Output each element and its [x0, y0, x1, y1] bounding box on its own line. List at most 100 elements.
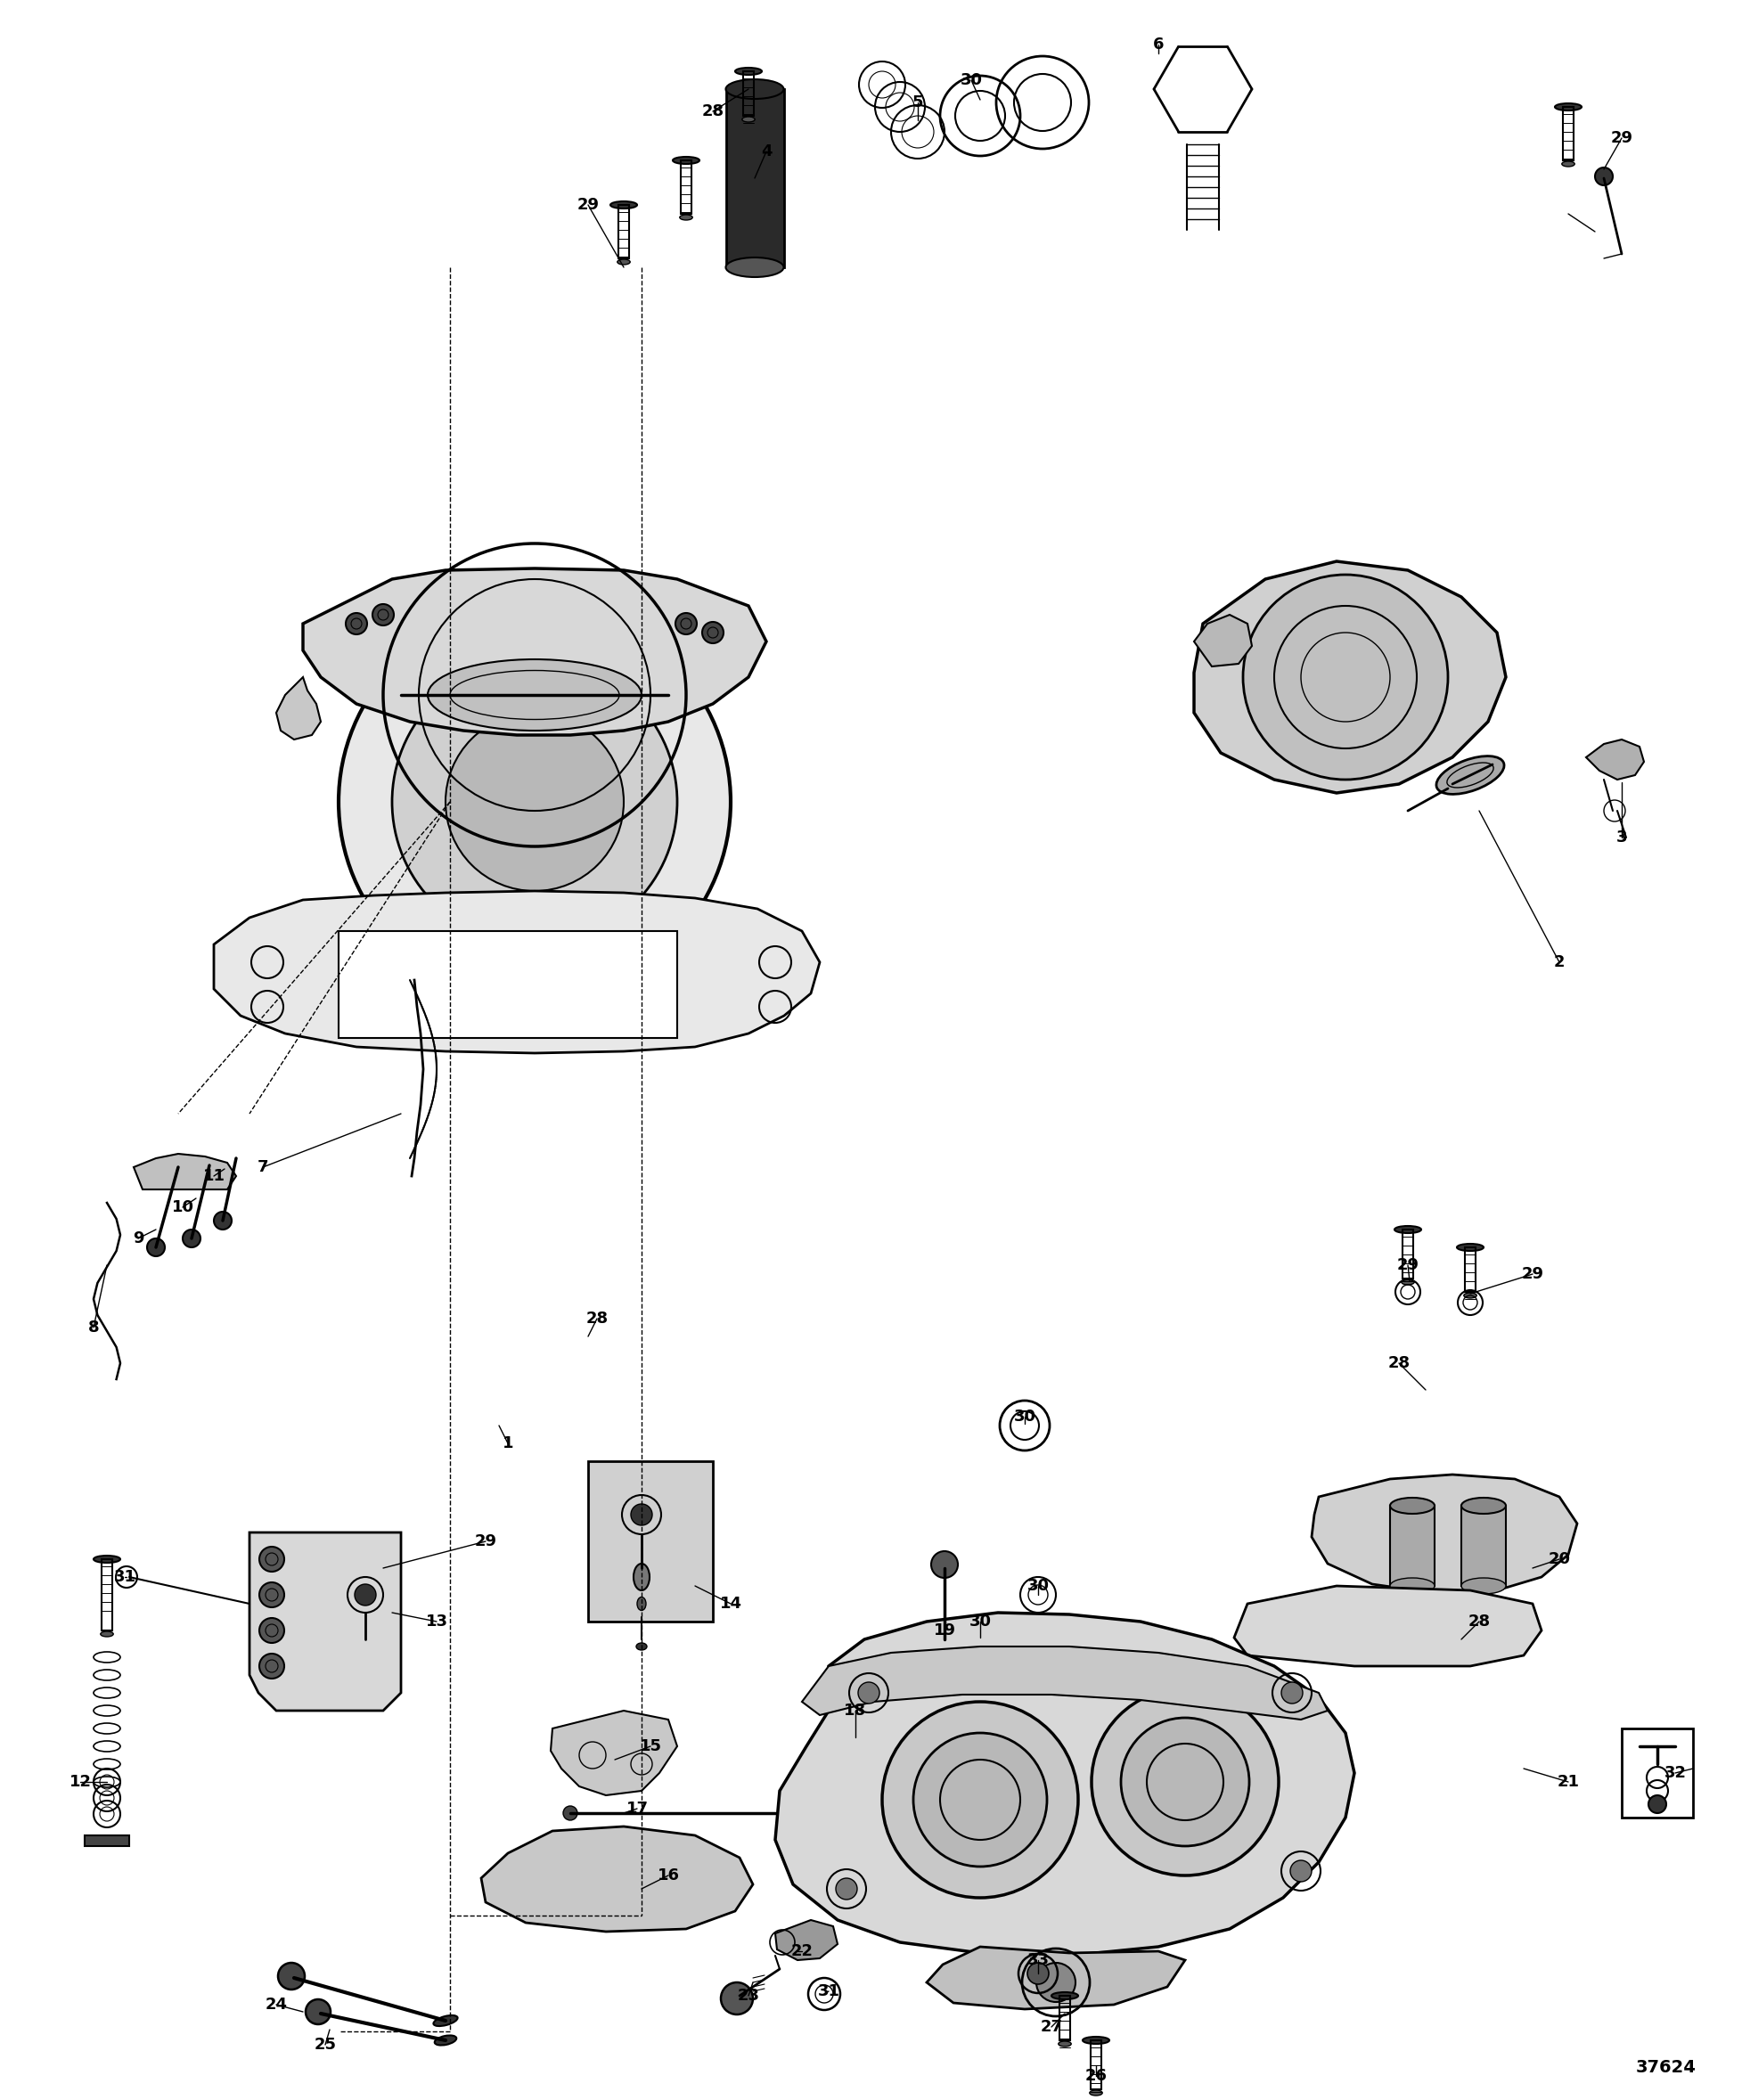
Bar — [1622, 1728, 1693, 1819]
Bar — [726, 88, 784, 267]
Circle shape — [345, 613, 368, 634]
Circle shape — [676, 613, 697, 634]
Text: 3: 3 — [1617, 830, 1627, 846]
Polygon shape — [550, 1712, 678, 1796]
Bar — [1402, 1228, 1413, 1279]
Circle shape — [1028, 1964, 1049, 1984]
Ellipse shape — [726, 258, 784, 277]
Bar — [744, 71, 754, 116]
Circle shape — [702, 622, 723, 643]
Text: 28: 28 — [1388, 1355, 1409, 1371]
Text: 24: 24 — [265, 1997, 287, 2012]
Ellipse shape — [1082, 2037, 1110, 2043]
Bar — [101, 1558, 111, 1630]
Circle shape — [392, 659, 678, 945]
Circle shape — [721, 1982, 753, 2014]
Text: 25: 25 — [314, 2037, 336, 2054]
Text: 5: 5 — [913, 94, 923, 111]
Polygon shape — [134, 1153, 237, 1189]
Polygon shape — [1585, 739, 1644, 779]
Polygon shape — [775, 1919, 838, 1959]
Polygon shape — [481, 1827, 753, 1932]
Bar — [618, 206, 629, 258]
Circle shape — [1036, 1964, 1075, 2001]
Text: 9: 9 — [132, 1231, 143, 1247]
Text: 6: 6 — [1153, 36, 1164, 53]
Text: 29: 29 — [577, 197, 599, 212]
Circle shape — [214, 1212, 232, 1228]
Bar — [1465, 1247, 1475, 1292]
Circle shape — [260, 1653, 284, 1678]
Text: 37624: 37624 — [1636, 2058, 1697, 2075]
Text: 29: 29 — [474, 1533, 496, 1550]
Polygon shape — [1233, 1586, 1542, 1665]
Text: 26: 26 — [1085, 2068, 1108, 2083]
Ellipse shape — [1402, 1279, 1415, 1285]
Circle shape — [859, 1682, 880, 1703]
Ellipse shape — [1437, 756, 1503, 794]
Circle shape — [260, 1548, 284, 1571]
Ellipse shape — [434, 2016, 458, 2026]
Text: 4: 4 — [761, 143, 772, 160]
Ellipse shape — [735, 67, 761, 76]
Text: 2: 2 — [1554, 953, 1564, 970]
Polygon shape — [1193, 615, 1252, 666]
Text: 19: 19 — [934, 1623, 956, 1638]
Ellipse shape — [429, 659, 641, 731]
Ellipse shape — [1563, 162, 1575, 166]
Text: 13: 13 — [425, 1613, 448, 1630]
Text: 32: 32 — [1664, 1764, 1686, 1781]
Circle shape — [1244, 575, 1448, 779]
Ellipse shape — [742, 118, 754, 122]
Circle shape — [146, 1239, 165, 1256]
Ellipse shape — [434, 2035, 456, 2045]
Text: 21: 21 — [1557, 1774, 1580, 1789]
Bar — [1563, 107, 1573, 160]
Text: 22: 22 — [791, 1942, 814, 1959]
Text: 8: 8 — [87, 1319, 99, 1336]
Polygon shape — [801, 1646, 1327, 1720]
Text: 28: 28 — [1469, 1613, 1491, 1630]
Text: 30: 30 — [969, 1613, 991, 1630]
Polygon shape — [303, 569, 766, 735]
Text: 33: 33 — [1028, 1953, 1049, 1968]
Circle shape — [631, 1504, 652, 1525]
Circle shape — [355, 1583, 376, 1607]
Circle shape — [260, 1583, 284, 1607]
Ellipse shape — [1556, 103, 1582, 111]
Ellipse shape — [1059, 2041, 1071, 2048]
Circle shape — [260, 1617, 284, 1642]
Text: 29: 29 — [1521, 1266, 1543, 1283]
Circle shape — [563, 1806, 577, 1821]
Text: 23: 23 — [737, 1989, 760, 2003]
Circle shape — [183, 1228, 200, 1247]
Text: 15: 15 — [639, 1739, 662, 1754]
Text: 12: 12 — [70, 1774, 91, 1789]
Ellipse shape — [1390, 1577, 1435, 1594]
Text: 31: 31 — [817, 1982, 840, 1999]
Text: 14: 14 — [719, 1596, 742, 1613]
Bar — [1059, 1995, 1070, 2041]
Circle shape — [279, 1964, 305, 1989]
Polygon shape — [249, 1533, 401, 1712]
Text: 1: 1 — [502, 1434, 514, 1451]
Ellipse shape — [1052, 1993, 1078, 1999]
Text: 10: 10 — [171, 1199, 193, 1216]
Ellipse shape — [1462, 1577, 1505, 1594]
Ellipse shape — [726, 80, 784, 99]
Ellipse shape — [638, 1598, 646, 1611]
Text: 31: 31 — [113, 1569, 136, 1586]
Text: 28: 28 — [585, 1310, 608, 1327]
Text: 29: 29 — [1611, 130, 1632, 147]
Polygon shape — [277, 676, 321, 739]
Circle shape — [373, 605, 394, 626]
Ellipse shape — [1390, 1497, 1435, 1514]
Text: 18: 18 — [845, 1703, 866, 1718]
Circle shape — [338, 607, 730, 998]
Ellipse shape — [1089, 2090, 1103, 2096]
Bar — [85, 1835, 129, 1846]
Ellipse shape — [1462, 1497, 1505, 1514]
Ellipse shape — [617, 258, 631, 265]
Text: 20: 20 — [1549, 1552, 1571, 1567]
Circle shape — [1291, 1861, 1312, 1882]
